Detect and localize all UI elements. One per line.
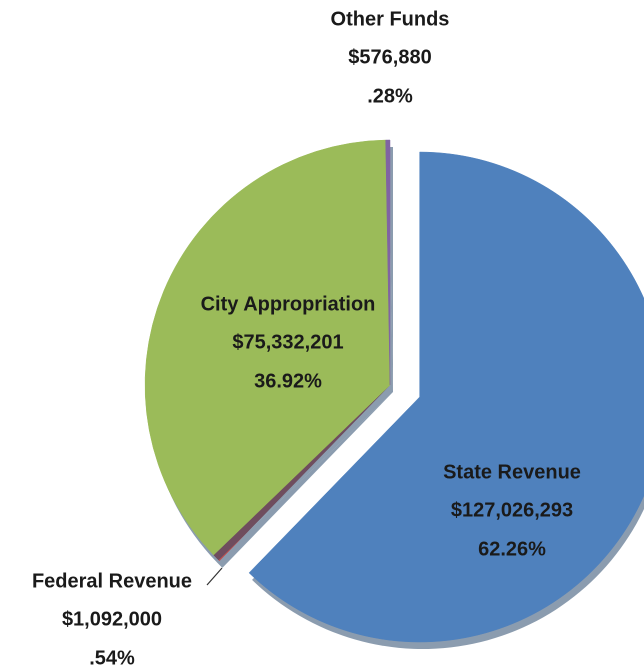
slice-value-label: $576,880: [348, 46, 431, 68]
slice-percent-label: .28%: [367, 85, 413, 107]
leader-line: [206, 567, 223, 586]
slice-label: State Revenue: [443, 461, 581, 483]
slice-percent-label: 62.26%: [478, 538, 546, 560]
slice-value-label: $1,092,000: [62, 608, 162, 630]
slice-value-label: $75,332,201: [232, 331, 343, 353]
pie-slice: [385, 139, 391, 386]
slice-percent-label: 36.92%: [254, 370, 322, 392]
slice-label: City Appropriation: [201, 293, 376, 315]
slice-label: Federal Revenue: [32, 570, 192, 592]
pie-slice: [144, 139, 391, 556]
pie-slice-shadow: [216, 392, 393, 568]
slice-value-label: $127,026,293: [451, 499, 573, 521]
slice-label: Other Funds: [331, 8, 450, 30]
pie-slice: [248, 151, 644, 643]
slice-percent-label: .54%: [89, 647, 135, 669]
